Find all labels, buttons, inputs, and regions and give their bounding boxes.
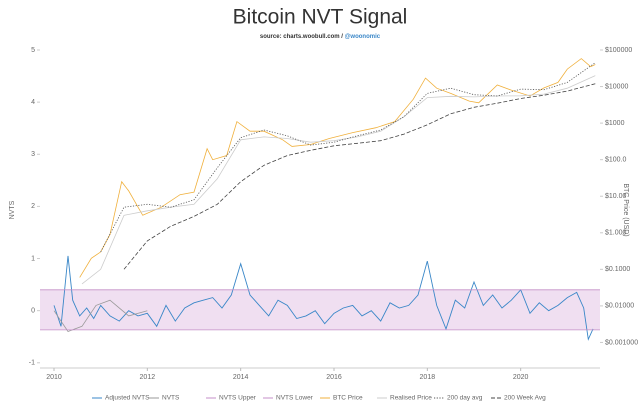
y2-tick-label: $1000 [605, 120, 625, 127]
x-tick-label: 2010 [46, 374, 62, 381]
chart-title: Bitcoin NVT Signal [233, 6, 408, 29]
y-tick-label: 2 [31, 203, 35, 210]
y-axis-title: NVTS [9, 200, 16, 219]
x-tick-label: 2020 [513, 374, 529, 381]
x-tick-label: 2012 [140, 374, 156, 381]
legend-label[interactable]: BTC Price [333, 395, 363, 402]
y2-tick-label: $100.0 [605, 157, 627, 164]
legend-label[interactable]: 200 day avg [447, 395, 483, 402]
y-tick-label: 3 [31, 151, 35, 158]
series-line [79, 58, 596, 278]
y-tick-label: 5 [31, 47, 35, 54]
author-link[interactable]: @woonomic [345, 34, 381, 40]
series-line [53, 255, 594, 341]
y2-axis-title: BTC Price (USD) [622, 183, 629, 236]
y-tick-label: 4 [31, 99, 35, 106]
legend-label[interactable]: NVTS Lower [276, 395, 314, 402]
y2-tick-label: $10000 [605, 83, 628, 90]
chart-subtitle: source: charts.woobull.com / @woonomic [260, 34, 381, 40]
y2-tick-label: $1.000 [605, 230, 627, 237]
legend-label[interactable]: NVTS [162, 395, 180, 402]
y2-tick-label: $0.1000 [605, 266, 630, 273]
y2-tick-label: $100000 [605, 47, 632, 54]
y-tick-label: 0 [31, 307, 35, 314]
series-line [53, 299, 148, 332]
x-tick-label: 2014 [233, 374, 249, 381]
legend-label[interactable]: NVTS Upper [219, 395, 257, 402]
y-tick-label: -1 [29, 360, 35, 367]
y2-tick-label: $0.01000 [605, 303, 634, 310]
y2-tick-label: $10.00 [605, 193, 627, 200]
nvts-band [40, 289, 600, 330]
series-line [100, 62, 596, 253]
y2-tick-label: $0.001000 [605, 339, 638, 346]
legend-label[interactable]: Realised Price [390, 395, 432, 402]
x-tick-label: 2018 [420, 374, 436, 381]
y-tick-label: 1 [31, 255, 35, 262]
x-tick-label: 2016 [326, 374, 342, 381]
source: source: charts.woobull.com / [260, 34, 345, 40]
series-line [81, 75, 596, 285]
legend-label[interactable]: 200 Week Avg [504, 395, 546, 402]
series-line [123, 83, 596, 270]
legend-label[interactable]: Adjusted NVTS [105, 395, 150, 402]
